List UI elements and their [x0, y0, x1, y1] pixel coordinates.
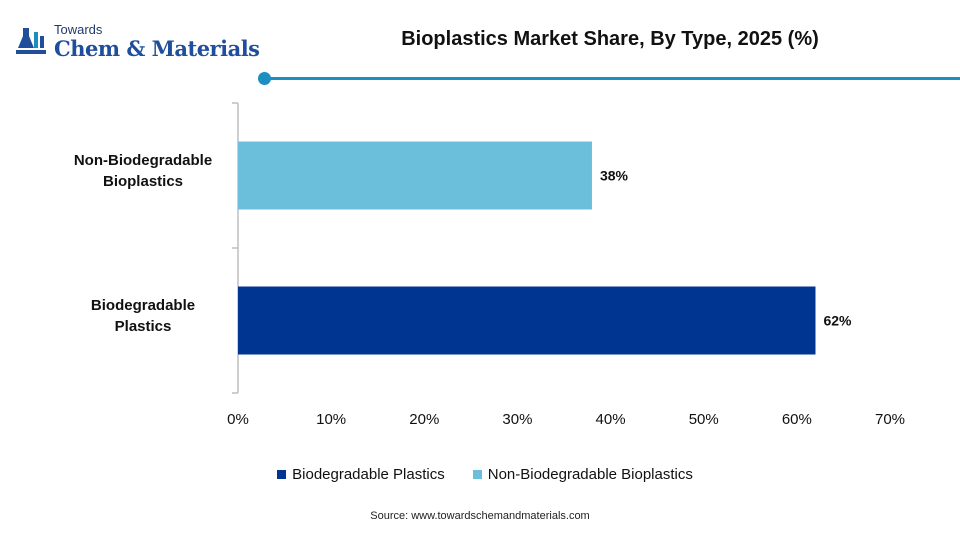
- category-label-0-1: Bioplastics: [103, 173, 183, 190]
- bar-chart: 38% Non-Biodegradable Bioplastics 62% Biodeg…: [74, 102, 905, 428]
- legend-label-non-biodegradable: Non-Biodegradable Bioplastics: [487, 466, 693, 483]
- category-label-0-0: Non-Biodegradable: [74, 152, 212, 169]
- bar-1: [238, 286, 816, 355]
- source-note: Source: www.towardschemandmaterials.com: [370, 510, 590, 522]
- flask-icon: [16, 28, 46, 54]
- x-tick-label-5: 50%: [689, 411, 719, 428]
- legend-swatch-biodegradable: [277, 470, 287, 479]
- legend-label-biodegradable: Biodegradable Plastics: [292, 466, 445, 483]
- underline-dot: [258, 72, 271, 85]
- logo-main-text: Chem & Materials: [54, 36, 260, 61]
- legend-item-non-biodegradable: Non-Biodegradable Bioplastics: [472, 466, 693, 483]
- bar-0: [238, 141, 592, 210]
- x-tick-label-4: 40%: [596, 411, 626, 428]
- underline-bar: [264, 77, 960, 80]
- category-label-1-1: Plastics: [115, 318, 172, 335]
- x-tick-label-0: 0%: [227, 411, 249, 428]
- legend-item-biodegradable: Biodegradable Plastics: [277, 466, 445, 483]
- data-label-0: 38%: [600, 168, 629, 184]
- x-tick-label-6: 60%: [782, 411, 812, 428]
- legend: Biodegradable Plastics Non-Biodegradable…: [0, 466, 960, 483]
- x-tick-label-1: 10%: [316, 411, 346, 428]
- category-label-1-0: Biodegradable: [91, 297, 195, 314]
- x-tick-label-2: 20%: [409, 411, 439, 428]
- legend-swatch-non-biodegradable: [472, 470, 482, 479]
- data-label-1: 62%: [823, 313, 852, 329]
- x-tick-label-7: 70%: [875, 411, 905, 428]
- chart-title: Bioplastics Market Share, By Type, 2025 …: [401, 28, 819, 50]
- x-tick-label-3: 30%: [502, 411, 532, 428]
- title-underline: [258, 72, 960, 85]
- brand-logo: Towards Chem & Materials: [14, 18, 260, 68]
- logo-top-text: Towards: [54, 22, 103, 37]
